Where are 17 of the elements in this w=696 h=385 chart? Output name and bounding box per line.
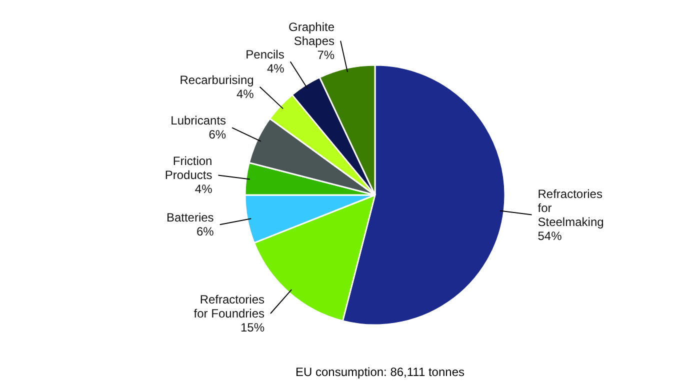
data-label: 4% — [266, 62, 285, 76]
slice-label: Graphite Shapes — [288, 20, 335, 48]
data-label: 6% — [208, 128, 226, 142]
slice-label: Friction Products — [164, 154, 212, 182]
slice-label: Recarburising — [180, 72, 254, 87]
slice-label: Refractories for Steelmaking — [538, 186, 604, 229]
data-label: 15% — [240, 320, 265, 335]
data-label: 4% — [236, 86, 254, 101]
slice-label: Lubricants — [170, 114, 226, 128]
data-label: 6% — [196, 224, 214, 239]
text: EU consumption: 86,111 tonnes — [294, 365, 466, 379]
data-label: 54% — [538, 228, 562, 243]
slice-label: Refractories for Foundries — [194, 292, 265, 321]
data-label: 7% — [317, 48, 335, 62]
slice-label: Batteries — [166, 210, 214, 225]
data-label: 4% — [194, 182, 213, 196]
slice-label: Pencils — [246, 48, 284, 62]
